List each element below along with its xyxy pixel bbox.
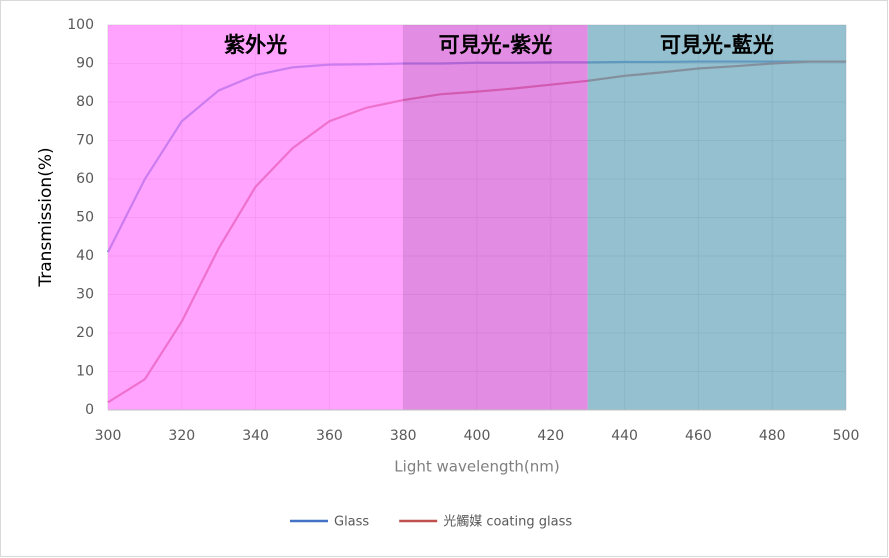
legend-text: 光觸媒 coating glass [443,515,572,530]
y-tick-label: 100 [67,17,94,33]
y-tick-label: 50 [76,210,94,226]
x-tick-label: 300 [95,428,122,444]
region [108,25,404,410]
region [403,25,588,410]
region-label: 可見光-紫光 [439,33,553,57]
x-tick-label: 360 [316,428,343,444]
x-tick-label: 440 [611,428,638,444]
x-axis-title: Light wavelength(nm) [394,458,559,476]
region-label: 紫外光 [224,33,287,57]
x-tick-label: 480 [759,428,786,444]
region [587,25,846,410]
y-tick-label: 0 [85,402,94,418]
x-tick-label: 340 [242,428,269,444]
x-tick-label: 400 [464,428,491,444]
x-tick-label: 380 [390,428,417,444]
y-tick-label: 10 [76,364,94,380]
x-tick-label: 320 [168,428,195,444]
y-tick-label: 20 [76,325,94,341]
y-tick-label: 70 [76,133,94,149]
y-tick-label: 80 [76,94,94,110]
y-tick-label: 30 [76,287,94,303]
y-tick-label: 40 [76,248,94,264]
y-tick-label: 60 [76,171,94,187]
region-label: 可見光-藍光 [660,33,774,57]
y-tick-label: 90 [76,56,94,72]
y-axis-title: Transmission(%) [36,147,56,287]
x-tick-label: 420 [537,428,564,444]
x-tick-label: 500 [833,428,860,444]
legend-text: Glass [334,515,369,530]
x-tick-label: 460 [685,428,712,444]
